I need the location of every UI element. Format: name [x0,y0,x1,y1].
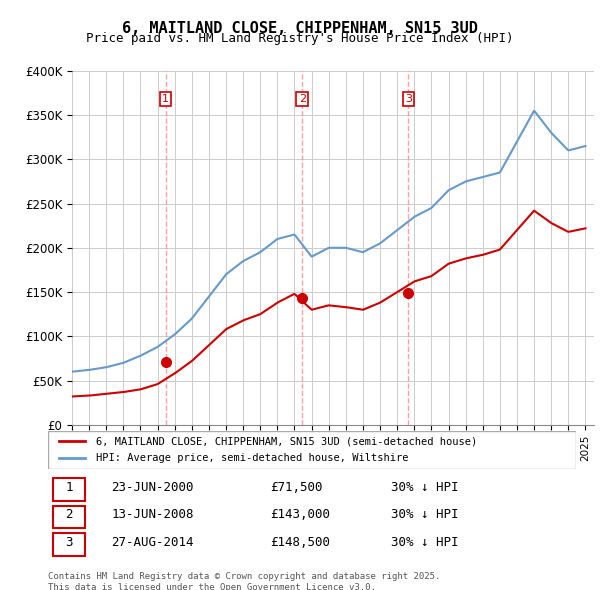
Text: 23-JUN-2000: 23-JUN-2000 [112,481,194,494]
Text: 1: 1 [65,481,73,494]
Text: 27-AUG-2014: 27-AUG-2014 [112,536,194,549]
Text: 2: 2 [299,94,306,104]
FancyBboxPatch shape [53,533,85,556]
Text: 2: 2 [65,508,73,522]
Text: £71,500: £71,500 [270,481,322,494]
Text: 30% ↓ HPI: 30% ↓ HPI [391,481,459,494]
Text: 1: 1 [162,94,169,104]
FancyBboxPatch shape [48,431,576,469]
Text: 3: 3 [405,94,412,104]
Text: 3: 3 [65,536,73,549]
Text: £143,000: £143,000 [270,508,330,522]
Text: Price paid vs. HM Land Registry's House Price Index (HPI): Price paid vs. HM Land Registry's House … [86,32,514,45]
Text: £148,500: £148,500 [270,536,330,549]
Text: HPI: Average price, semi-detached house, Wiltshire: HPI: Average price, semi-detached house,… [95,453,408,463]
Text: Contains HM Land Registry data © Crown copyright and database right 2025.
This d: Contains HM Land Registry data © Crown c… [48,572,440,590]
Text: 6, MAITLAND CLOSE, CHIPPENHAM, SN15 3UD: 6, MAITLAND CLOSE, CHIPPENHAM, SN15 3UD [122,21,478,35]
Text: 30% ↓ HPI: 30% ↓ HPI [391,536,459,549]
FancyBboxPatch shape [53,506,85,529]
Text: 13-JUN-2008: 13-JUN-2008 [112,508,194,522]
Text: 6, MAITLAND CLOSE, CHIPPENHAM, SN15 3UD (semi-detached house): 6, MAITLAND CLOSE, CHIPPENHAM, SN15 3UD … [95,437,477,447]
Text: 30% ↓ HPI: 30% ↓ HPI [391,508,459,522]
FancyBboxPatch shape [53,478,85,501]
